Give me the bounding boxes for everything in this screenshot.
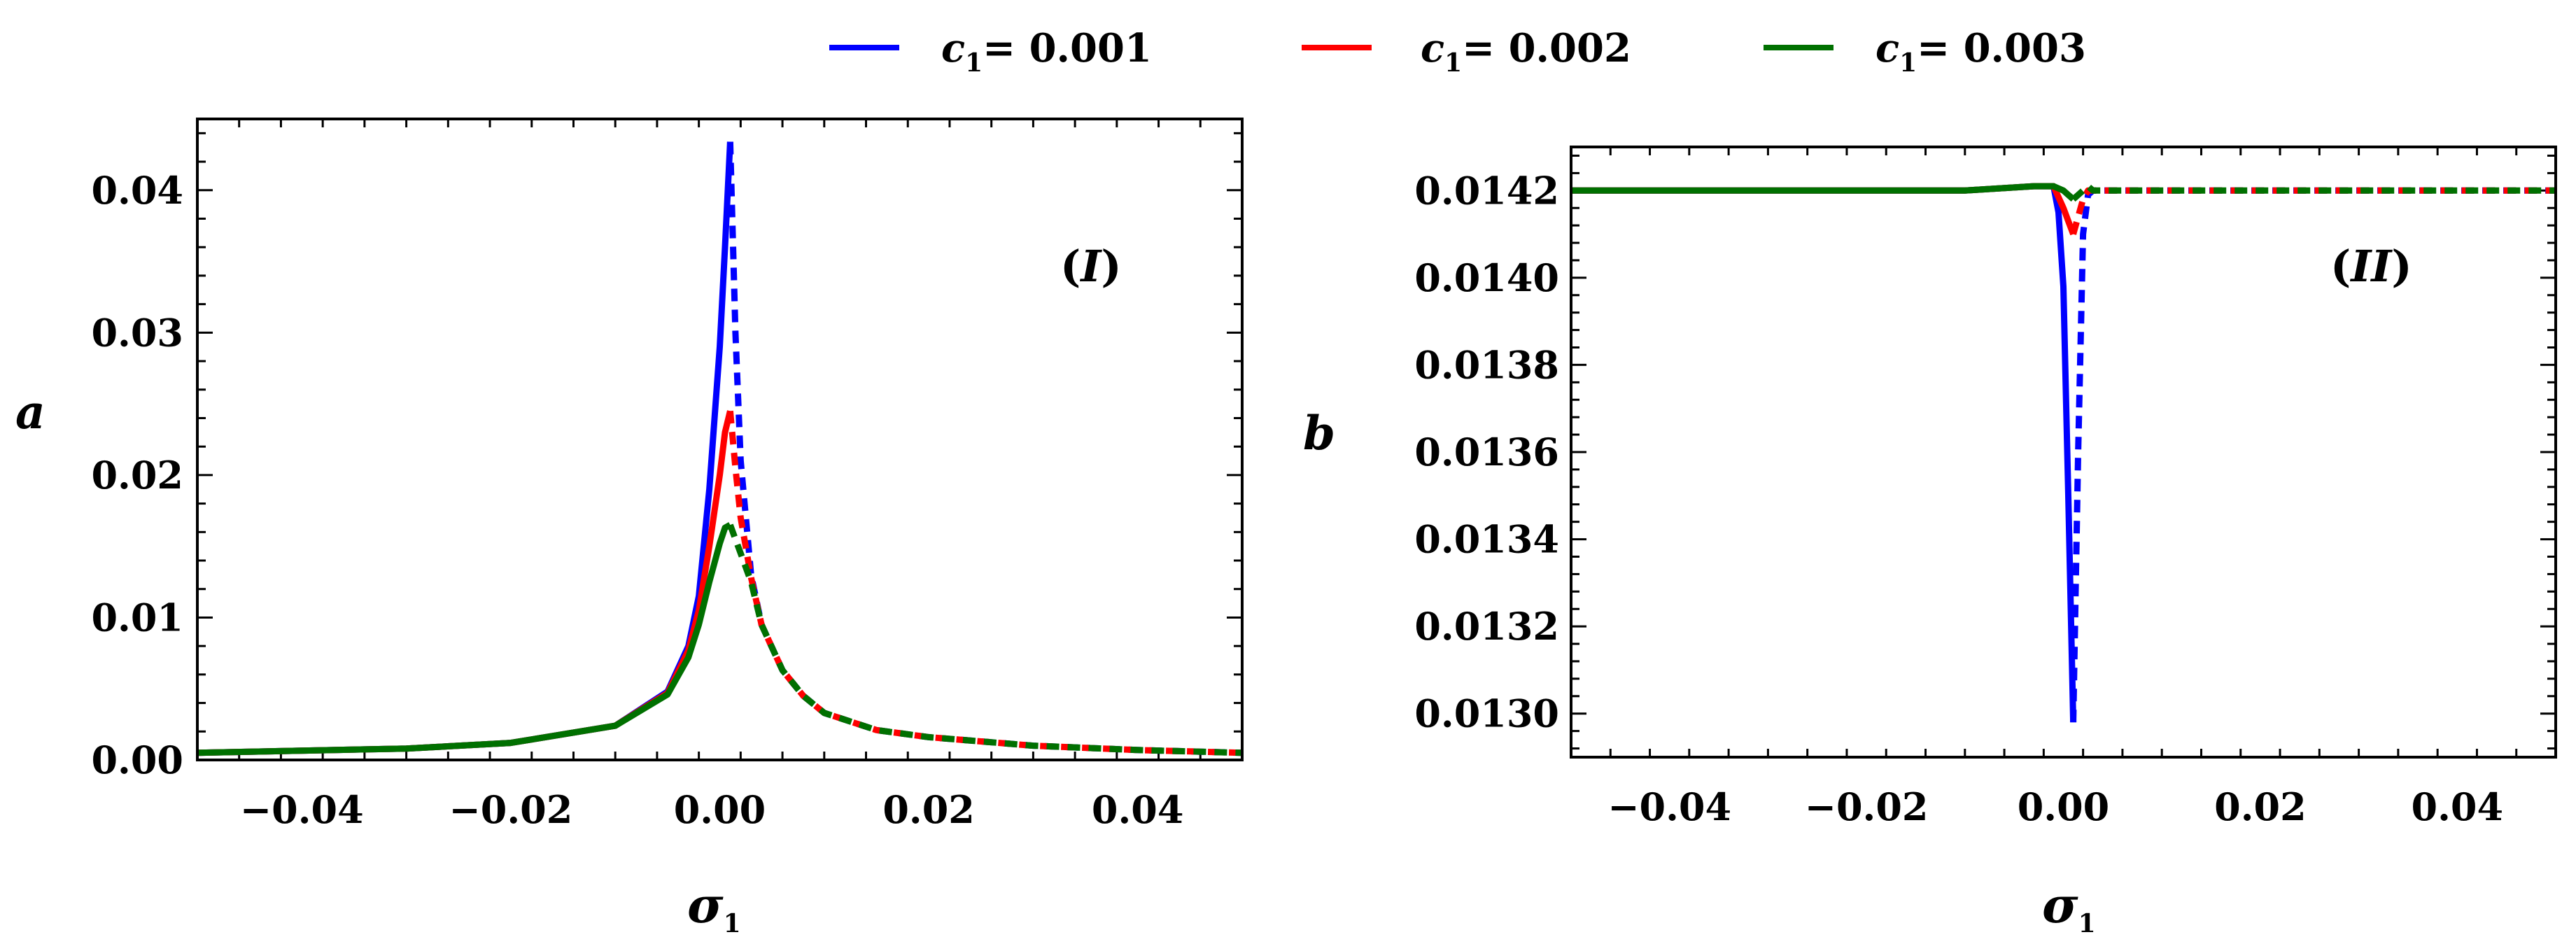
x-tick-label: 0.04 (2412, 784, 2504, 829)
plot-frame (1570, 146, 2557, 759)
y-tick-label: 0.0132 (1414, 604, 1559, 649)
legend-symbol: c (941, 25, 965, 71)
panel-II: −0.04 −0.02 0.00 0.02 0.04 0.0130 0.0132 0.0134… (1303, 146, 2557, 938)
series-0.001-unstable-dashed (726, 141, 1243, 756)
legend-subscript: 1 (965, 48, 983, 78)
plot-frame (196, 118, 1244, 761)
series-0.003-unstable-dashed (2071, 183, 2556, 202)
y-tick-label: 0.0138 (1414, 342, 1559, 387)
x-tick-label: 0.04 (1092, 787, 1184, 832)
svg-text:c1= 0.003: c1= 0.003 (1875, 25, 2086, 78)
y-tick-label: 0.03 (91, 310, 183, 355)
y-tick-label: 0.0130 (1414, 691, 1559, 736)
y-tick-label: 0.01 (91, 595, 183, 640)
x-tick-label: −0.04 (1607, 784, 1731, 829)
legend-label: = 0.002 (1462, 25, 1631, 71)
series-0.003-stable-solid (1571, 183, 2076, 202)
legend-label: = 0.001 (983, 25, 1152, 71)
x-tick-label: −0.02 (1805, 784, 1929, 829)
x-tick-label: −0.02 (449, 787, 573, 832)
y-tick-label: 0.0142 (1414, 168, 1559, 213)
series-0.001-unstable-dashed (2070, 187, 2556, 723)
y-tick-label: 0.04 (91, 168, 183, 213)
series-0.003-unstable-dashed (727, 523, 1243, 756)
x-tick-label: 0.00 (2018, 784, 2110, 829)
legend-label: = 0.003 (1917, 25, 2086, 71)
y-tick-label: 0.02 (91, 453, 183, 498)
y-tick-label: 0.0134 (1414, 517, 1559, 562)
x-tick-label: 0.00 (674, 787, 766, 832)
legend-subscript: 1 (1444, 48, 1462, 78)
series-0.001-stable-solid (197, 141, 733, 756)
legend: c1= 0.001 c1= 0.002 c1= 0.003 (829, 25, 2086, 78)
series-0.002-unstable-dashed (2070, 187, 2556, 235)
svg-text:c1= 0.001: c1= 0.001 (941, 25, 1152, 78)
y-tick-label: 0.0136 (1414, 430, 1559, 474)
series-0.001-stable-solid (1571, 183, 2077, 723)
y-tick-label: 0.00 (91, 738, 183, 782)
x-tick-label: 0.02 (882, 787, 975, 832)
y-axis-label-b: b (1303, 406, 1335, 460)
panel-I: −0.04 −0.02 0.00 0.02 0.04 0.00 0.01 0.02 0.03 0.… (15, 118, 1244, 938)
svg-text:c1= 0.002: c1= 0.002 (1421, 25, 1631, 78)
y-axis-label-a: a (15, 385, 45, 439)
series-0.003-stable-solid (197, 522, 732, 756)
legend-subscript: 1 (1899, 48, 1917, 78)
panel-label-I: (I) (1060, 241, 1122, 292)
x-tick-label: 0.02 (2214, 784, 2307, 829)
legend-symbol: c (1875, 25, 1899, 71)
panel-label-II: (II) (2330, 241, 2412, 292)
legend-entry-c1-0.003: c1= 0.003 (1764, 25, 2086, 78)
legend-entry-c1-0.002: c1= 0.002 (1302, 25, 1631, 78)
series-0.002-unstable-dashed (726, 410, 1243, 756)
x-axis-label-sigma1: σ1 (687, 876, 741, 938)
legend-entry-c1-0.001: c1= 0.001 (829, 25, 1152, 78)
x-axis-label-sigma1: σ1 (2042, 876, 2096, 938)
x-tick-label: −0.04 (240, 787, 364, 832)
y-tick-label: 0.0140 (1414, 255, 1559, 300)
legend-symbol: c (1421, 25, 1444, 71)
